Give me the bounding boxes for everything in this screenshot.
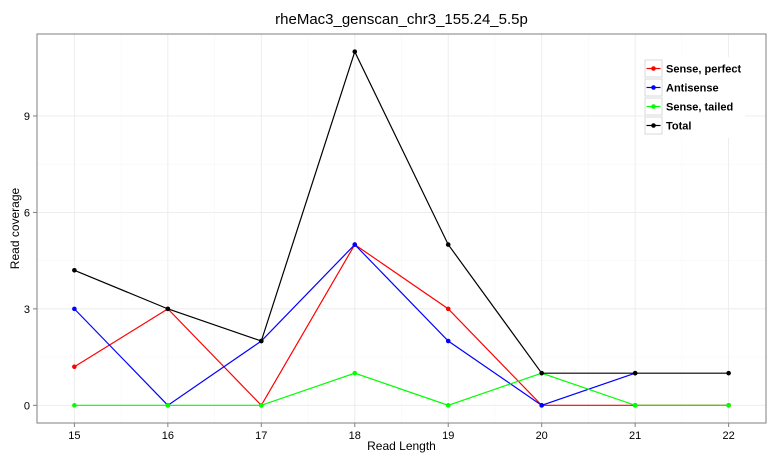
data-point-sense-tailed xyxy=(632,403,638,408)
legend-label: Antisense xyxy=(666,83,719,95)
data-point-sense-tailed xyxy=(352,370,358,376)
data-point-total xyxy=(632,370,638,376)
x-tick-label: 22 xyxy=(722,430,734,442)
data-point-total xyxy=(352,49,358,54)
legend-item-sense-perfect: Sense, perfect xyxy=(644,59,742,78)
data-point-total xyxy=(165,306,171,312)
x-tick-label: 15 xyxy=(68,430,80,442)
data-point-sense-tailed xyxy=(72,403,77,408)
x-axis-title: Read Length xyxy=(367,439,436,453)
series-total xyxy=(72,49,731,376)
data-point-sense-tailed xyxy=(445,403,451,408)
y-tick-label: 9 xyxy=(24,111,30,123)
data-point-antisense xyxy=(445,338,451,344)
chart-title: rheMac3_genscan_chr3_155.24_5.5p xyxy=(275,11,528,28)
data-point-sense-perfect xyxy=(445,306,451,312)
data-point-antisense xyxy=(72,306,77,312)
x-tick-label: 18 xyxy=(349,430,361,442)
y-axis-title: Read coverage xyxy=(8,187,22,269)
legend-key-point xyxy=(651,104,656,109)
legend: Sense, perfect Antisense Sense, tailed Tota… xyxy=(644,57,745,138)
data-point-total xyxy=(726,370,731,376)
legend-label: Sense, tailed xyxy=(666,102,733,114)
data-point-total xyxy=(445,242,451,247)
data-point-antisense xyxy=(539,403,544,408)
legend-key-point xyxy=(651,123,656,128)
y-tick-label: 0 xyxy=(24,400,30,412)
legend-item-total: Total xyxy=(644,116,691,135)
x-tick-label: 17 xyxy=(255,430,267,442)
x-tick-label: 16 xyxy=(162,430,174,442)
series-layer xyxy=(72,49,731,408)
legend-key-point xyxy=(651,66,656,71)
data-point-total xyxy=(539,370,544,376)
series-line-sense-perfect xyxy=(74,243,729,407)
data-point-sense-tailed xyxy=(165,403,171,408)
axis-layer: 15 16 17 18 19 20 21 22 0 3 6 9 xyxy=(24,111,735,442)
series-line-total xyxy=(74,50,729,374)
data-point-total xyxy=(259,338,264,344)
x-tick-label: 21 xyxy=(629,430,641,442)
data-point-sense-tailed xyxy=(259,403,264,408)
legend-item-antisense: Antisense xyxy=(644,78,719,97)
y-tick-label: 6 xyxy=(24,207,30,219)
data-point-antisense xyxy=(352,242,358,247)
legend-label: Sense, perfect xyxy=(666,64,742,76)
series-line-sense-tailed xyxy=(74,372,729,406)
data-point-sense-perfect xyxy=(72,364,77,370)
x-tick-label: 19 xyxy=(442,430,454,442)
x-tick-label: 20 xyxy=(536,430,548,442)
y-tick-label: 3 xyxy=(24,304,30,316)
data-point-sense-tailed xyxy=(726,403,731,408)
legend-label: Total xyxy=(666,121,691,133)
data-point-total xyxy=(72,267,77,273)
legend-item-sense-tailed: Sense, tailed xyxy=(644,97,733,116)
legend-key-point xyxy=(651,85,656,90)
plot-panel-border xyxy=(36,33,767,424)
